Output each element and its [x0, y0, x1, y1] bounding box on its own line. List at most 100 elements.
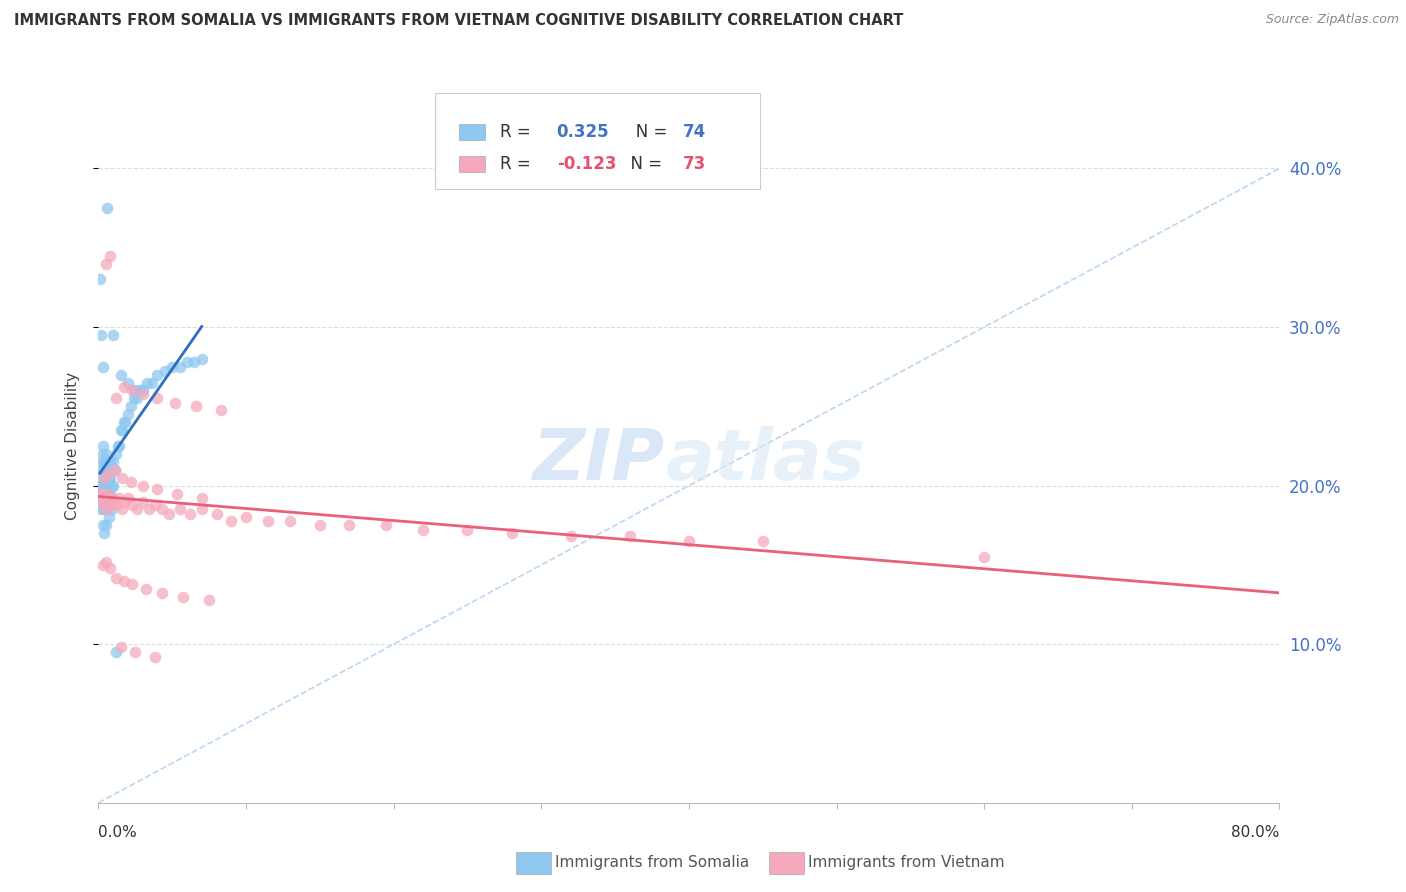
Point — [100, 478, 122, 492]
Point — [90, 328, 112, 343]
Text: ZIP: ZIP — [533, 425, 665, 495]
Point — [375, 518, 398, 533]
Point — [141, 376, 163, 390]
Bar — [458, 156, 485, 172]
Point — [94, 257, 117, 271]
Point — [93, 463, 115, 477]
Point — [91, 439, 114, 453]
Text: Immigrants from Somalia: Immigrants from Somalia — [555, 855, 749, 870]
Point — [143, 498, 166, 512]
Point — [191, 491, 214, 506]
Point — [169, 502, 191, 516]
Point — [90, 494, 112, 508]
Point — [94, 447, 117, 461]
Text: 80.0%: 80.0% — [1232, 825, 1279, 840]
Point — [91, 558, 114, 572]
Point — [97, 486, 120, 500]
Text: atlas: atlas — [665, 425, 865, 495]
Point — [219, 514, 242, 528]
Point — [96, 486, 118, 500]
Point — [121, 577, 143, 591]
Text: 73: 73 — [683, 155, 706, 173]
Point — [128, 384, 150, 398]
Point — [94, 455, 117, 469]
Point — [183, 355, 205, 369]
Point — [107, 439, 129, 453]
Point — [93, 478, 115, 492]
Point — [90, 502, 112, 516]
Point — [132, 386, 155, 401]
Point — [97, 455, 120, 469]
Point — [110, 423, 132, 437]
Point — [103, 478, 125, 492]
Point — [93, 455, 115, 469]
Text: N =: N = — [620, 155, 668, 173]
Point — [143, 649, 166, 664]
Point — [103, 494, 125, 508]
Point — [96, 486, 118, 500]
Point — [146, 368, 169, 382]
Point — [93, 502, 115, 516]
Point — [111, 423, 134, 437]
Point — [114, 415, 136, 429]
Point — [150, 502, 173, 516]
Point — [339, 518, 360, 533]
Point — [98, 471, 121, 485]
Point — [94, 486, 117, 500]
Point — [117, 407, 139, 421]
Point — [100, 463, 122, 477]
Point — [97, 494, 120, 508]
Text: IMMIGRANTS FROM SOMALIA VS IMMIGRANTS FROM VIETNAM COGNITIVE DISABILITY CORRELAT: IMMIGRANTS FROM SOMALIA VS IMMIGRANTS FR… — [14, 13, 904, 29]
Point — [124, 645, 146, 659]
Text: Immigrants from Vietnam: Immigrants from Vietnam — [808, 855, 1005, 870]
Point — [751, 534, 773, 549]
Point — [93, 486, 115, 500]
Point — [112, 380, 135, 394]
Point — [136, 376, 159, 390]
Point — [97, 466, 120, 480]
Point — [98, 486, 121, 500]
Text: N =: N = — [620, 123, 673, 141]
Point — [104, 463, 127, 477]
Text: R =: R = — [501, 155, 536, 173]
Point — [90, 471, 112, 485]
Bar — [458, 124, 485, 140]
Point — [138, 502, 160, 516]
Point — [309, 518, 332, 533]
Point — [96, 463, 118, 477]
Point — [91, 518, 114, 533]
Point — [93, 526, 115, 541]
FancyBboxPatch shape — [434, 93, 759, 189]
Point — [257, 514, 280, 528]
Point — [91, 486, 114, 500]
Point — [209, 402, 232, 417]
Point — [110, 368, 132, 382]
Point — [105, 498, 128, 512]
Point — [166, 486, 188, 500]
Point — [973, 549, 995, 564]
Point — [153, 364, 176, 378]
Point — [165, 396, 187, 410]
Point — [132, 478, 155, 492]
Point — [146, 392, 169, 406]
Point — [89, 272, 111, 286]
Point — [89, 478, 111, 492]
Point — [89, 486, 111, 500]
Y-axis label: Cognitive Disability: Cognitive Disability — [65, 372, 80, 520]
Text: R =: R = — [501, 123, 536, 141]
Point — [501, 526, 523, 541]
Point — [120, 400, 142, 414]
Point — [191, 502, 214, 516]
Point — [125, 392, 148, 406]
Point — [205, 507, 228, 521]
Text: 0.0%: 0.0% — [98, 825, 138, 840]
Point — [412, 523, 434, 537]
Point — [619, 529, 641, 543]
Point — [94, 555, 117, 569]
Point — [104, 463, 127, 477]
Point — [97, 491, 120, 506]
Text: Source: ZipAtlas.com: Source: ZipAtlas.com — [1265, 13, 1399, 27]
Point — [110, 640, 132, 655]
Point — [179, 507, 201, 521]
Point — [93, 471, 115, 485]
